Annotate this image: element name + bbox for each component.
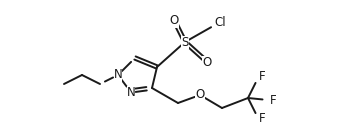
Text: F: F [259, 70, 265, 83]
Text: O: O [195, 88, 205, 101]
Text: Cl: Cl [214, 16, 226, 29]
Text: N: N [127, 85, 135, 98]
Text: N: N [114, 68, 122, 81]
Text: F: F [259, 113, 265, 126]
Text: F: F [270, 94, 276, 107]
Text: S: S [181, 36, 189, 49]
Text: O: O [169, 14, 178, 27]
Text: O: O [202, 55, 212, 68]
